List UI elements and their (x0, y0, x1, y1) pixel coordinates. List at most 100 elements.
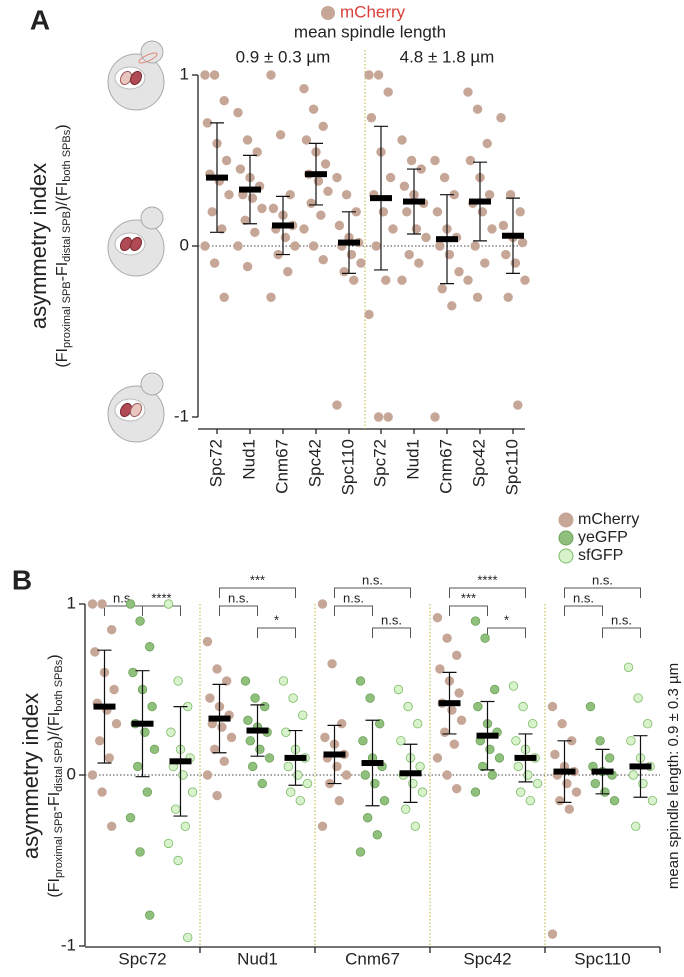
data-point (513, 761, 524, 772)
significance-label: n.s. (573, 590, 594, 605)
data-point (233, 107, 243, 118)
data-point (233, 241, 243, 251)
mean-bar (438, 700, 461, 707)
legend-marker (558, 512, 574, 528)
legend-label: sfGFP (578, 547, 623, 564)
data-point (470, 241, 480, 251)
data-point (437, 284, 447, 294)
data-point (571, 787, 582, 797)
data-point (520, 275, 530, 285)
data-point (283, 266, 293, 277)
y-tick-label: 0 (67, 764, 76, 783)
data-point (385, 172, 396, 183)
data-point (187, 787, 198, 797)
data-point (257, 778, 268, 789)
mean-bar (629, 763, 652, 770)
legend-marker (558, 530, 574, 546)
data-point (209, 70, 220, 80)
data-point (200, 241, 210, 251)
mean-bar (436, 236, 458, 243)
y-label-title: asymmetry index (26, 163, 51, 329)
data-point (94, 736, 105, 746)
data-point (452, 783, 462, 794)
data-point (626, 736, 636, 746)
data-point (106, 624, 117, 635)
data-point (358, 736, 368, 746)
data-point (442, 633, 452, 643)
significance-bracket (487, 627, 526, 638)
formula-part: (FI (46, 878, 63, 898)
data-point (487, 770, 498, 780)
significance-bracket (564, 587, 641, 598)
data-point (242, 135, 253, 145)
data-point (408, 778, 418, 789)
mean-bar (370, 195, 392, 202)
data-point (104, 753, 115, 763)
data-point (430, 412, 440, 422)
y-tick-label: -1 (61, 935, 76, 954)
mean-bar (591, 768, 614, 775)
data-point (440, 727, 450, 737)
formula-part: both SPBs (61, 129, 73, 181)
y-label: asymmetry index(FIproximal SPB-FIdistal … (26, 124, 73, 367)
mean-bar (284, 754, 307, 761)
data-point (332, 172, 342, 183)
legend-label: mCherry (340, 2, 406, 21)
data-point (128, 667, 138, 678)
data-point (515, 207, 525, 217)
data-point (503, 292, 513, 303)
y-tick-label: -1 (174, 406, 189, 425)
data-point (501, 249, 511, 260)
mean-bar (246, 727, 269, 734)
x-tick-label: Cnm67 (272, 439, 291, 494)
data-point (463, 275, 473, 285)
x-tick-label: Spc110 (502, 439, 521, 495)
data-point (268, 203, 279, 214)
mean-bar (403, 198, 425, 205)
data-point (327, 659, 337, 669)
significance-bracket (219, 605, 258, 616)
data-point (487, 224, 497, 234)
data-point (332, 400, 342, 410)
data-point (547, 929, 558, 939)
data-point (209, 258, 220, 268)
data-point (623, 662, 634, 672)
formula-part: ) (54, 124, 71, 129)
data-point (106, 821, 117, 832)
data-point (142, 787, 153, 797)
formula-part: )/(FI (54, 182, 71, 211)
data-point (456, 715, 467, 725)
data-point (480, 633, 490, 643)
data-point (323, 186, 333, 196)
data-point (147, 701, 157, 712)
significance-label: n.s. (343, 590, 364, 605)
data-point (472, 104, 483, 114)
data-point (365, 693, 375, 703)
data-point (298, 710, 308, 720)
data-point (299, 83, 309, 94)
formula-part: distal SPB (53, 741, 65, 792)
x-tick-label: Spc110 (338, 439, 357, 495)
data-point (463, 87, 473, 97)
significance-label: n.s. (362, 572, 383, 587)
x-tick-label: Spc72 (206, 439, 225, 487)
data-point (144, 910, 155, 920)
significance-bracket (449, 605, 488, 616)
data-point (125, 599, 136, 609)
formula-part: proximal SPB (61, 281, 73, 348)
data-point (242, 261, 253, 272)
data-point (430, 155, 440, 166)
significance-bracket (334, 605, 373, 616)
formula-part: (FI (54, 348, 71, 368)
formula-part: ) (46, 654, 63, 659)
data-point (494, 753, 505, 763)
data-point (449, 739, 460, 749)
data-point (393, 684, 404, 695)
data-point (496, 113, 506, 123)
data-point (247, 761, 258, 772)
data-point (513, 400, 523, 410)
data-point (525, 795, 536, 806)
data-point (435, 664, 445, 674)
data-point (182, 932, 193, 943)
data-point (316, 210, 326, 220)
